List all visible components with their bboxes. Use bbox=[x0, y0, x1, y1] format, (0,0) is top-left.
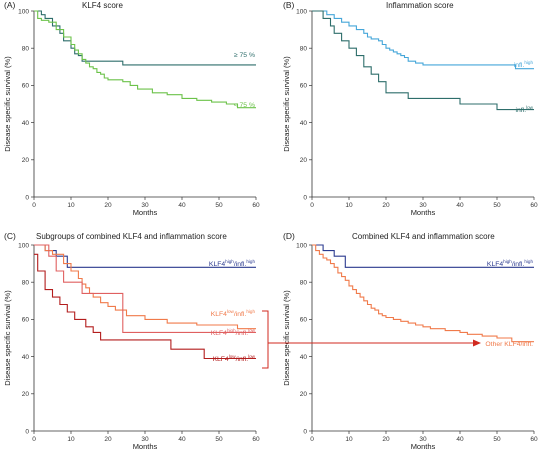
x-axis-label: Months bbox=[411, 208, 436, 217]
x-tick-label: 60 bbox=[530, 202, 538, 209]
x-tick-label: 60 bbox=[530, 436, 538, 443]
y-axis-label: Disease specific survival (%) bbox=[3, 290, 12, 386]
chart-title: Subgroups of combined KLF4 and inflammat… bbox=[36, 232, 227, 241]
x-tick-label: 10 bbox=[345, 436, 353, 443]
x-tick-label: 40 bbox=[456, 202, 464, 209]
x-tick-label: 10 bbox=[345, 202, 353, 209]
y-axis-label: Disease specific survival (%) bbox=[282, 56, 291, 152]
y-tick-label: 60 bbox=[22, 83, 30, 90]
series-label-1: ≥ 75 % bbox=[234, 52, 255, 59]
series-label-2: infl.low bbox=[516, 105, 534, 114]
y-tick-label: 40 bbox=[300, 354, 308, 361]
x-tick-label: 0 bbox=[310, 436, 314, 443]
panel-b: (B) Inflammation score 0 20 40 60 80 100 0 10 20 30… bbox=[282, 0, 538, 217]
y-tick-label: 20 bbox=[300, 157, 308, 164]
survival-curve-series-1 bbox=[34, 10, 256, 66]
x-tick-label: 30 bbox=[141, 202, 149, 209]
survival-curve-series-1 bbox=[312, 244, 534, 268]
panel-letter: (C) bbox=[4, 231, 16, 241]
y-tick-label: 40 bbox=[22, 120, 30, 127]
x-tick-label: 10 bbox=[67, 202, 75, 209]
y-axis-label: Disease specific survival (%) bbox=[3, 56, 12, 152]
survival-curve-series-2 bbox=[34, 244, 256, 330]
x-tick-label: 20 bbox=[104, 202, 112, 209]
y-tick-label: 20 bbox=[300, 391, 308, 398]
x-tick-label: 20 bbox=[104, 436, 112, 443]
y-tick-label: 0 bbox=[25, 194, 29, 201]
chart-title: KLF4 score bbox=[82, 1, 123, 10]
x-tick-label: 10 bbox=[67, 436, 75, 443]
series-label-2: Other KLF4/infl. bbox=[485, 341, 533, 348]
panel-c: (C) Subgroups of combined KLF4 and inflam… bbox=[3, 231, 260, 451]
y-tick-label: 100 bbox=[296, 8, 307, 15]
survival-curve-series-4 bbox=[34, 253, 256, 360]
chart-title: Combined KLF4 and inflammation score bbox=[352, 232, 495, 241]
y-tick-label: 40 bbox=[22, 354, 30, 361]
x-tick-label: 40 bbox=[456, 436, 464, 443]
y-tick-label: 80 bbox=[300, 46, 308, 53]
y-tick-label: 60 bbox=[300, 317, 308, 324]
panel-letter: (B) bbox=[283, 0, 295, 10]
x-axis-label: Months bbox=[133, 442, 158, 451]
y-tick-label: 40 bbox=[300, 120, 308, 127]
series-label-1: KLF4high/infl.high bbox=[209, 259, 256, 268]
series-label-4: KLF4low/infl.low bbox=[212, 354, 255, 363]
series-label-2: KLF4low/infl.high bbox=[211, 309, 256, 318]
x-axis-label: Months bbox=[133, 208, 158, 217]
y-tick-label: 100 bbox=[18, 242, 29, 249]
series-label-1: KLF4high/infl.high bbox=[487, 259, 534, 268]
survival-curve-series-2 bbox=[312, 244, 534, 343]
y-tick-label: 100 bbox=[18, 8, 29, 15]
x-tick-label: 30 bbox=[141, 436, 149, 443]
survival-curve-series-1 bbox=[312, 10, 534, 70]
x-tick-label: 40 bbox=[178, 436, 186, 443]
y-tick-label: 80 bbox=[300, 280, 308, 287]
x-tick-label: 0 bbox=[32, 202, 36, 209]
x-tick-label: 30 bbox=[419, 436, 427, 443]
x-tick-label: 50 bbox=[493, 202, 501, 209]
y-tick-label: 0 bbox=[25, 428, 29, 435]
x-tick-label: 50 bbox=[493, 436, 501, 443]
series-label-3: KLF4high/infl.low bbox=[211, 328, 256, 337]
x-tick-label: 0 bbox=[310, 202, 314, 209]
y-axis-label: Disease specific survival (%) bbox=[282, 290, 291, 386]
panel-letter: (D) bbox=[283, 231, 295, 241]
x-tick-label: 20 bbox=[382, 436, 390, 443]
series-label-1: infl.high bbox=[514, 60, 534, 69]
panel-d: (D) Combined KLF4 and inflammation score 0… bbox=[282, 231, 538, 451]
y-tick-label: 20 bbox=[22, 157, 30, 164]
survival-curve-series-2 bbox=[312, 10, 534, 111]
subgroup-bracket bbox=[262, 310, 269, 369]
y-tick-label: 0 bbox=[303, 194, 307, 201]
x-tick-label: 60 bbox=[252, 436, 260, 443]
y-tick-label: 20 bbox=[22, 391, 30, 398]
panel-a: (A) KLF4 score 0 20 40 60 80 100 0 10 20 30 40 50 60 Mo… bbox=[3, 0, 260, 217]
y-tick-label: 80 bbox=[22, 46, 30, 53]
survival-curve-series-3 bbox=[34, 244, 256, 333]
x-tick-label: 0 bbox=[32, 436, 36, 443]
x-tick-label: 50 bbox=[215, 436, 223, 443]
x-tick-label: 30 bbox=[419, 202, 427, 209]
x-tick-label: 60 bbox=[252, 202, 260, 209]
panel-letter: (A) bbox=[4, 0, 16, 10]
series-label-2: < 75 % bbox=[234, 102, 255, 109]
bracket-arrow-annotation bbox=[262, 310, 481, 369]
y-tick-label: 80 bbox=[22, 280, 30, 287]
y-tick-label: 0 bbox=[303, 428, 307, 435]
x-tick-label: 40 bbox=[178, 202, 186, 209]
x-axis-label: Months bbox=[411, 442, 436, 451]
y-tick-label: 60 bbox=[300, 83, 308, 90]
survival-curve-series-2 bbox=[34, 10, 256, 109]
x-tick-label: 20 bbox=[382, 202, 390, 209]
y-tick-label: 100 bbox=[296, 242, 307, 249]
arrow-head-icon bbox=[473, 339, 481, 347]
x-tick-label: 50 bbox=[215, 202, 223, 209]
chart-title: Inflammation score bbox=[386, 1, 454, 10]
y-tick-label: 60 bbox=[22, 317, 30, 324]
